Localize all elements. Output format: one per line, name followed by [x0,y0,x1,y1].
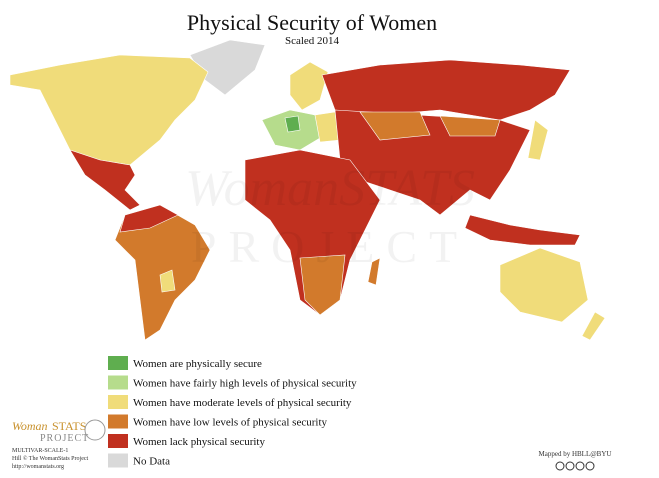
title: Physical Security of Women [187,10,437,35]
credit: http://womanstats.org [12,464,64,470]
central-america [69,149,141,211]
indonesia [464,214,581,246]
legend-swatch [108,375,128,390]
mapped-by: Mapped by HBLL@BYU [539,450,612,458]
madagascar [367,257,381,286]
legend-label: Women lack physical security [133,436,265,448]
australia [499,247,589,323]
north-america [9,54,209,166]
new-zealand [581,311,606,341]
logo-project: PROJECT [40,433,89,444]
watermark: PROJECT [191,221,469,272]
world-map [9,39,606,341]
watermark: WomanSTATS [185,160,475,217]
logo-icon [84,419,106,441]
legend-label: Women have moderate levels of physical s… [133,397,352,409]
scandinavia [289,61,329,111]
license-icons [555,461,595,471]
japan [527,119,549,161]
logo-stats: STATS [52,419,86,433]
credit: Hill © The WomanStats Project [12,455,89,462]
logo: Woman STATS PROJECT [12,419,106,444]
legend-swatch [108,395,128,409]
legend-swatch [108,414,128,429]
south-america [114,204,211,341]
secure-europe [284,115,301,133]
mongolia [439,115,501,137]
legend-swatch [108,434,128,448]
legend-label: Women are physically secure [133,358,262,370]
legend: Women are physically secure Women have fa… [108,356,357,468]
central-asia [359,111,431,141]
legend-label: Women have fairly high levels of physica… [133,378,357,390]
subtitle: Scaled 2014 [285,35,340,47]
greenland [189,39,266,96]
paraguay [159,269,176,293]
legend-label: Women have low levels of physical securi… [133,417,328,429]
legend-label: No Data [133,456,170,468]
russia [321,59,571,121]
credit: MULTIVAR-SCALE-1 [12,448,68,454]
north-south-america [119,204,179,233]
legend-swatch [108,356,128,370]
legend-swatch [108,453,128,468]
southern-africa [299,254,346,316]
logo-woman: Woman [12,419,48,433]
